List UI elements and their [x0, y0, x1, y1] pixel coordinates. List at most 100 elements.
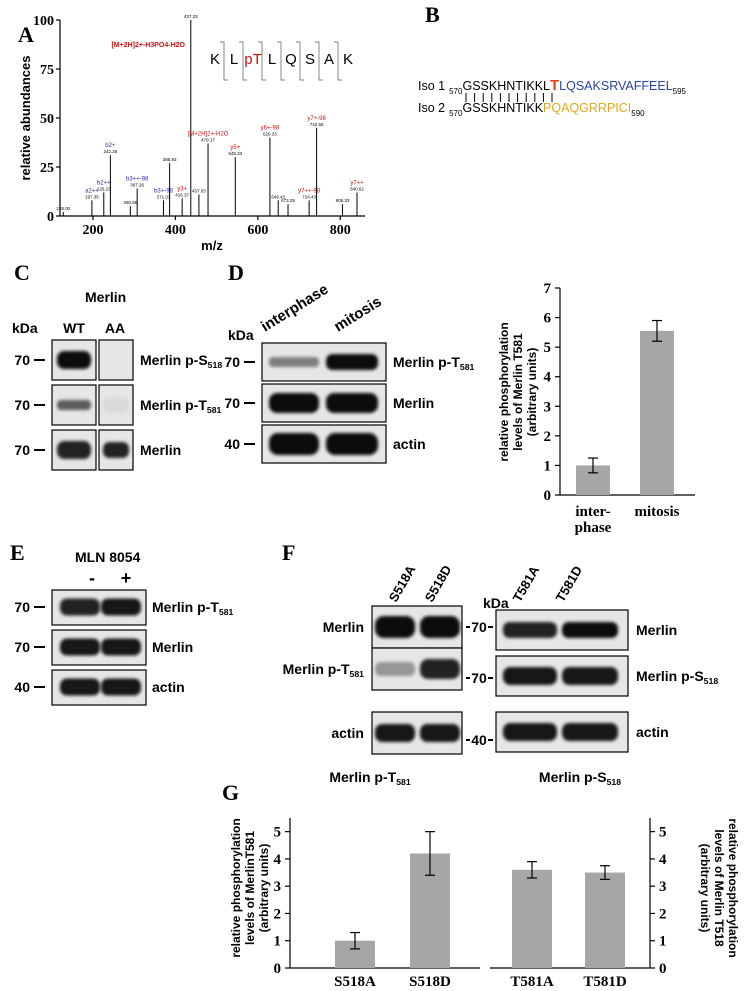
- label-subscript: 581: [350, 669, 365, 679]
- peak-label: 290.68: [123, 200, 137, 205]
- row-label: Merlin: [323, 619, 364, 635]
- y-tick-label: 3: [659, 879, 667, 895]
- row-label: Merlin: [152, 639, 193, 655]
- y-tick-label: 7: [544, 281, 552, 297]
- y-tick-label: 2: [544, 429, 552, 445]
- marker-label: 70: [14, 599, 30, 615]
- y-axis-label: relative phosphorylation: [497, 322, 511, 461]
- row-label: Merlin p-S518: [636, 668, 718, 686]
- blot-band: [103, 397, 129, 413]
- y-tick-label: 6: [544, 311, 552, 327]
- ion-label: b2+: [105, 143, 116, 149]
- ion-label: y6+-98: [261, 126, 280, 132]
- x-tick-label: T581D: [583, 974, 627, 990]
- kda-label: kDa: [228, 327, 254, 343]
- ion-label: y3+: [177, 186, 187, 192]
- blot-band: [101, 598, 141, 616]
- blot-band: [562, 723, 618, 741]
- panel-letter: B: [425, 2, 440, 27]
- blot-band: [326, 433, 378, 455]
- marker-label: 70: [14, 352, 30, 368]
- row-label: Merlin p-T581: [152, 599, 234, 617]
- y-tick-label: 5: [274, 825, 282, 841]
- peak-label: 673.25: [281, 198, 295, 203]
- label-text: Merlin p-T: [152, 599, 219, 615]
- lane-label: -: [89, 568, 95, 588]
- blot-band: [562, 667, 618, 685]
- blot-band: [60, 598, 100, 616]
- peak-label: 805.33: [336, 198, 350, 203]
- phospho-site: T: [550, 77, 559, 94]
- ion-label: y5+: [230, 145, 240, 151]
- row-label: Merlin p-T581: [283, 661, 365, 679]
- peak-label: 197.35: [85, 194, 99, 199]
- blot-band: [60, 638, 100, 656]
- isoform-name: Iso 1: [418, 79, 445, 93]
- label-text: Merlin p-S: [140, 352, 208, 368]
- row-label: Merlin p-T581: [393, 354, 475, 372]
- sequence-residue: K: [210, 51, 220, 68]
- label-text: Merlin p-T: [393, 354, 460, 370]
- y-axis-label: (arbitrary units): [525, 348, 539, 437]
- label-subscript: 581: [396, 777, 411, 787]
- y-tick-label: 100: [33, 14, 54, 29]
- x-tick-line: phase: [575, 520, 612, 536]
- ion-label: b2++: [97, 180, 111, 186]
- lane-label: WT: [63, 320, 85, 336]
- y-tick-label: 0: [544, 488, 552, 504]
- x-tick-label: 600: [247, 223, 268, 238]
- blot-band: [420, 616, 460, 638]
- blot-band: [57, 400, 91, 410]
- blot-band: [503, 622, 557, 638]
- marker-label: 70: [471, 670, 487, 686]
- row-label: Merlin: [140, 442, 181, 458]
- y-tick-label: 25: [40, 161, 54, 176]
- y-tick-label: 4: [274, 852, 282, 868]
- fragment-bracket: [315, 41, 323, 81]
- row-label: Merlin: [393, 395, 434, 411]
- blot-band: [562, 622, 618, 638]
- bar: [640, 330, 674, 495]
- bar: [585, 872, 625, 968]
- peak-label: 479.17: [201, 137, 215, 142]
- peak-label: 385.93: [163, 157, 177, 162]
- y-tick-label: 3: [544, 399, 552, 415]
- blot-band: [269, 433, 319, 455]
- sequence-residue: L: [268, 51, 276, 68]
- sequence-residue: K: [343, 51, 353, 68]
- label-text: actin: [393, 436, 426, 452]
- blot-band: [375, 662, 415, 676]
- x-tick-label: mitosis: [635, 504, 680, 520]
- row-label: actin: [152, 679, 185, 695]
- panel-letter: D: [228, 260, 244, 285]
- peak-label: 649.42: [271, 194, 285, 199]
- label-text: Merlin: [152, 639, 193, 655]
- label-subscript: 518: [607, 777, 622, 787]
- marker-label: 40: [471, 732, 487, 748]
- sequence-start: 570: [449, 87, 463, 96]
- label-subscript: 581: [207, 405, 222, 415]
- precursor-label: [M+2H]2+-H3PO4-H2O: [111, 42, 185, 49]
- lane-label: +: [121, 568, 132, 588]
- marker-label: 70: [224, 354, 240, 370]
- y-tick-label: 0: [47, 210, 54, 225]
- x-tick-label: S518A: [334, 974, 376, 990]
- blot-band: [503, 667, 557, 685]
- blot-band: [420, 659, 460, 679]
- y-tick-label: 4: [544, 370, 552, 386]
- x-tick-label: S518D: [409, 974, 451, 990]
- sequence-residue: L: [230, 51, 238, 68]
- marker-label: 70: [224, 395, 240, 411]
- peak-label: 629.33: [263, 132, 277, 137]
- y-axis-label: levels of Merlin T518: [712, 829, 726, 947]
- sequence-line: Iso 2 570GSSKHNTIKKPQAQGRRPICI590: [418, 101, 645, 118]
- label-subscript: 518: [704, 676, 719, 686]
- sequence-end: 590: [631, 109, 645, 118]
- label-subscript: 581: [219, 607, 234, 617]
- y-tick-label: 0: [659, 961, 667, 977]
- y-tick-label: 1: [659, 934, 667, 950]
- blot-title: MLN 8054: [75, 549, 141, 565]
- blot-title: Merlin: [85, 289, 126, 305]
- peak-label: 457.03: [192, 188, 206, 193]
